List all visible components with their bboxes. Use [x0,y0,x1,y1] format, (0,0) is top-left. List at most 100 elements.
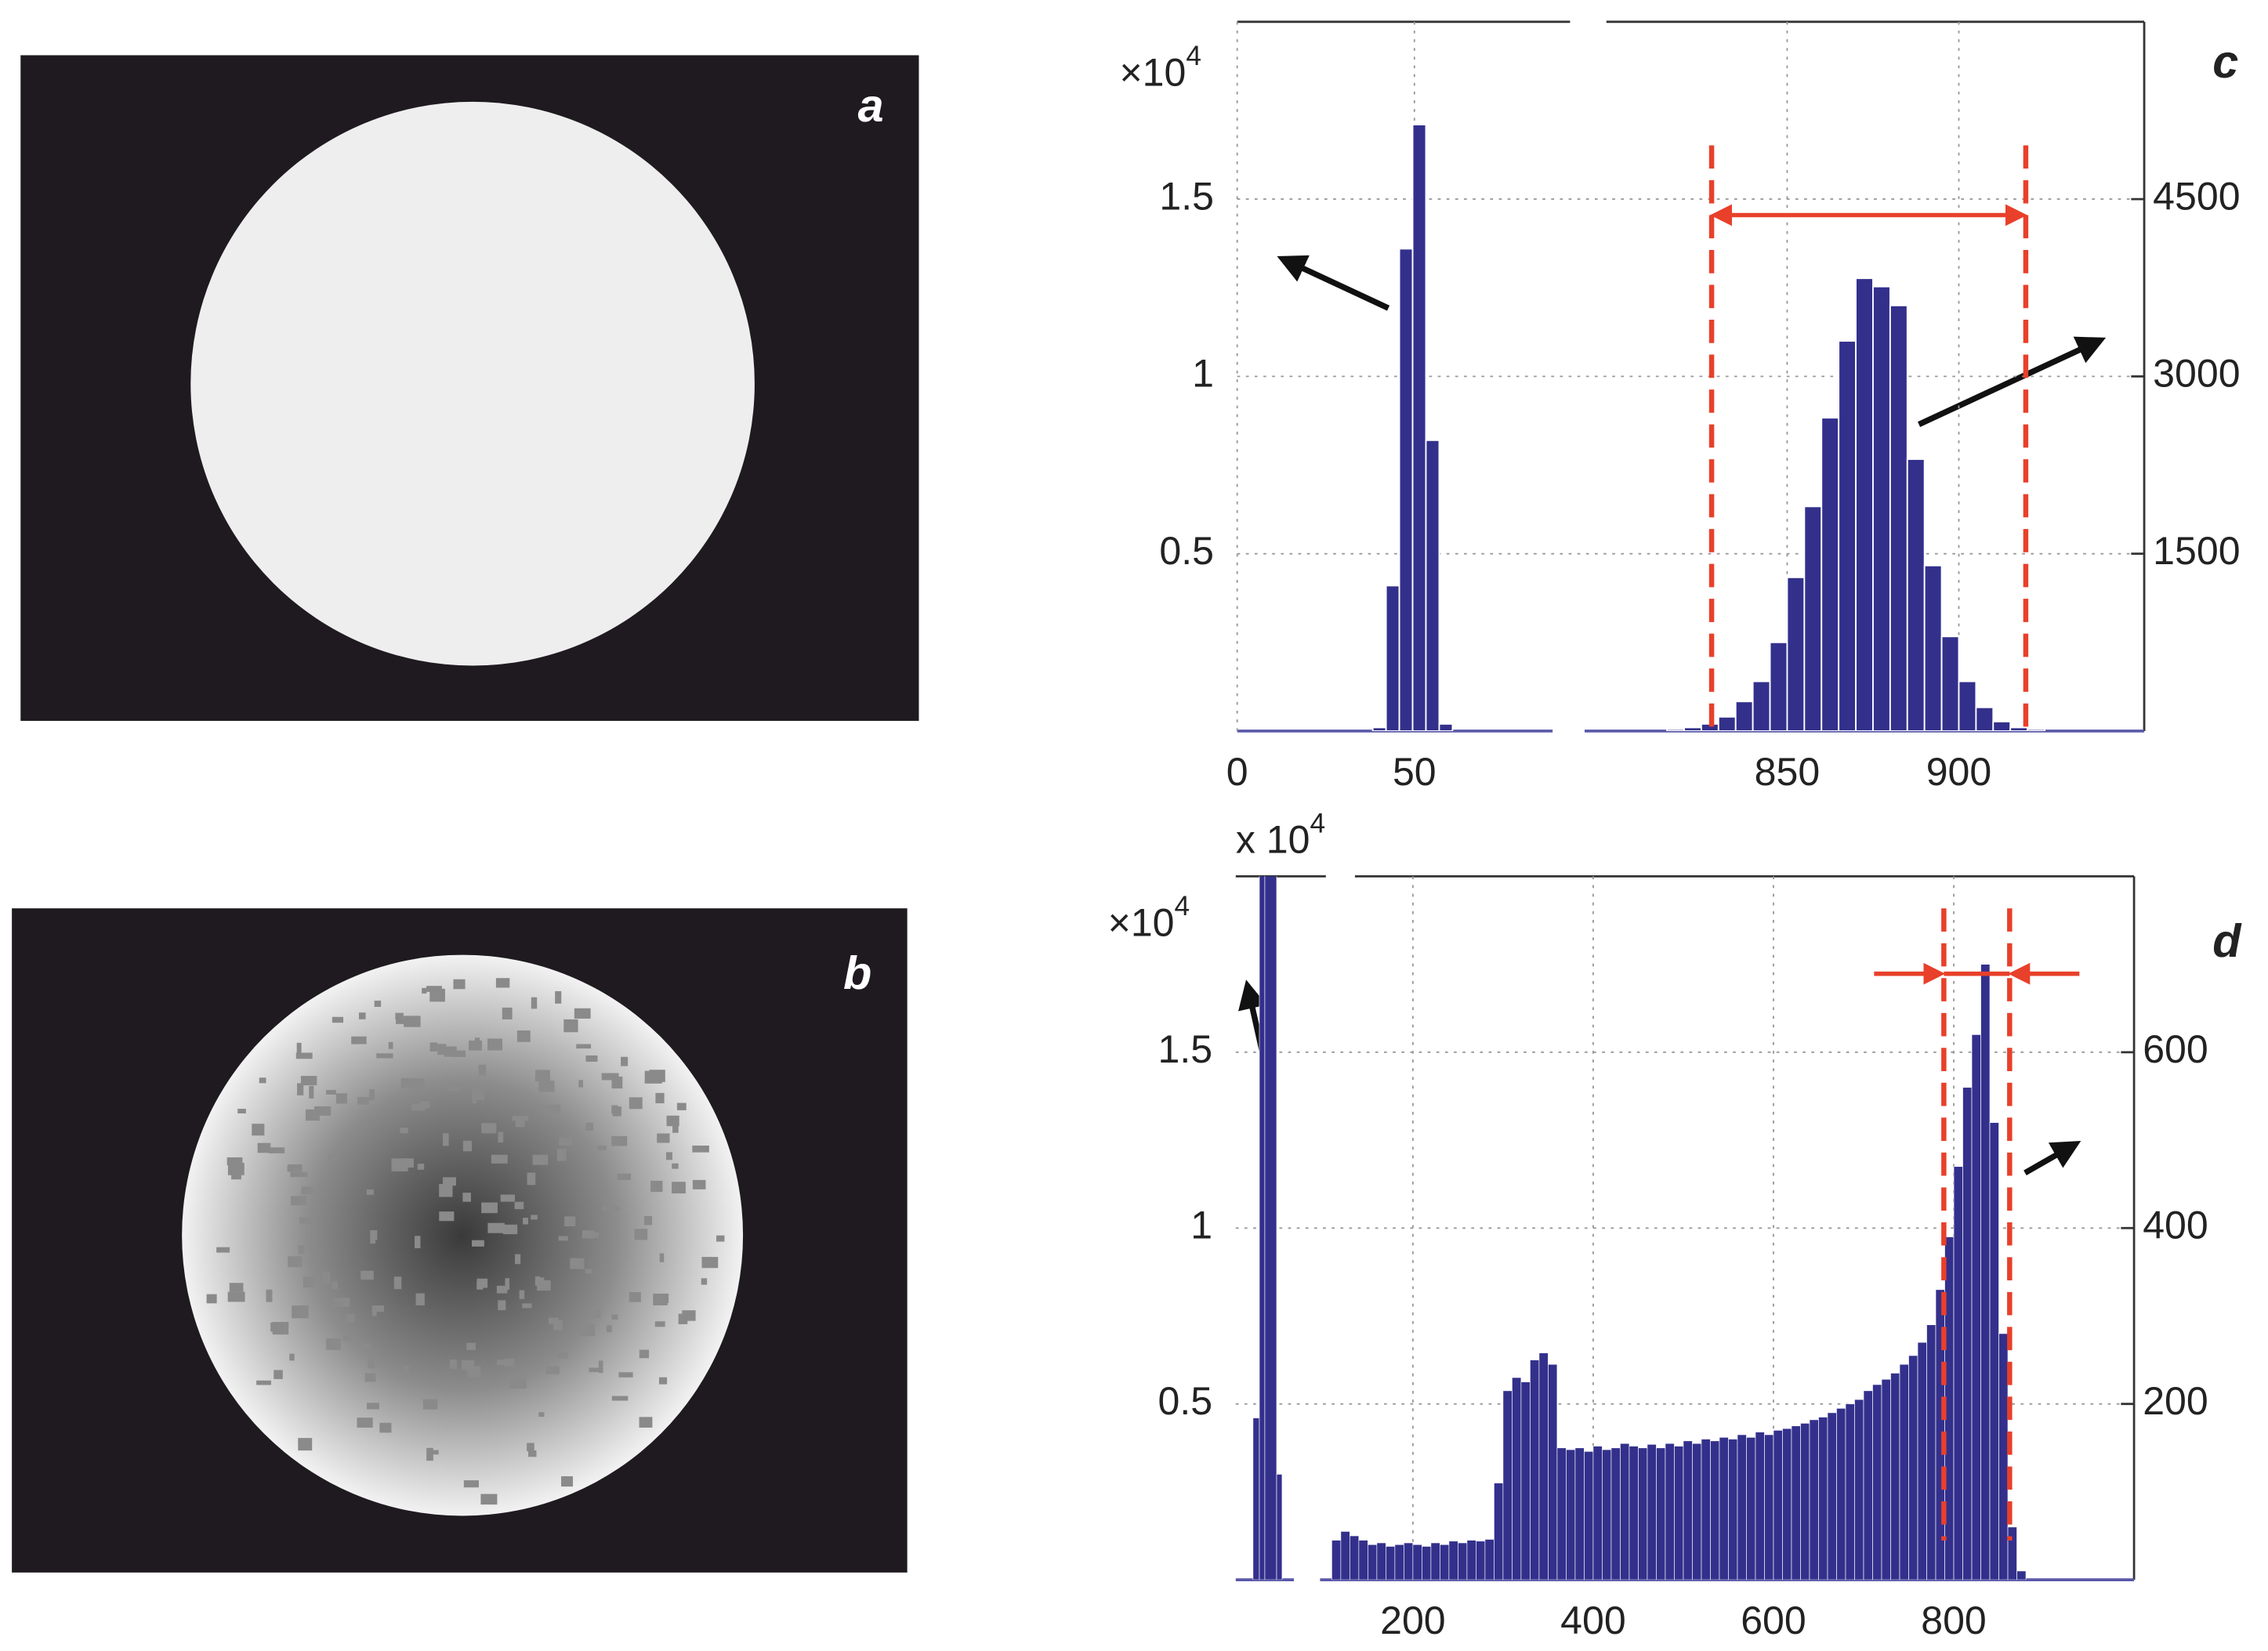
speck [556,1352,568,1359]
speck [617,1173,631,1181]
speck [268,1147,285,1153]
speck [463,1480,479,1488]
speck [672,1163,679,1169]
speck [335,1093,347,1104]
speck [462,1140,473,1152]
x-tick-label: 900 [1926,750,1992,794]
speck [428,1450,439,1455]
specks [206,978,725,1505]
speck [342,1335,353,1341]
y2-tick-label: 200 [2143,1379,2208,1423]
bar [1538,1352,1549,1580]
speck [417,1164,425,1170]
speck [439,1184,453,1197]
bar [1992,720,2012,731]
speck [391,1158,408,1171]
bar [1809,1419,1819,1580]
speck [226,1157,243,1166]
bar [1358,1540,1368,1580]
bar [1629,1446,1639,1580]
speck [538,1081,555,1092]
speck [672,1182,686,1194]
speck [585,1269,592,1274]
bar [1728,1439,1738,1580]
speck [692,1145,709,1153]
bar [1719,1437,1729,1580]
speck [672,1124,679,1133]
speck [346,1314,355,1323]
speck [216,1247,230,1253]
speck [360,1344,371,1349]
speck [419,1101,430,1109]
bar [1548,1363,1558,1580]
speck [611,1105,618,1113]
bar [1764,1434,1774,1580]
bar [1276,1474,1283,1580]
speck [701,1278,708,1285]
speck [606,1325,612,1333]
speck [422,1399,438,1410]
bar [1906,458,1926,731]
speck [272,1322,289,1335]
speck [357,1096,369,1105]
speck [466,1342,476,1350]
bar [1889,304,1908,731]
speck [538,1412,545,1417]
y-scale-exponent: 4 [1175,892,1190,922]
panel-label: b [843,947,871,999]
speck [439,1211,455,1222]
bar [1385,585,1400,731]
speck [395,1012,404,1020]
bar [1683,1440,1693,1580]
bar [1556,1447,1567,1580]
speck [502,1224,518,1235]
speck [447,1083,462,1092]
bar [2007,1526,2017,1580]
bar [1476,1541,1486,1580]
speck [611,1135,628,1146]
speck [519,1290,525,1299]
speck [289,1353,295,1361]
bar [1430,1542,1440,1580]
speck [553,1320,563,1331]
speck [231,1173,241,1180]
bar [1701,1439,1711,1580]
speck [453,979,466,990]
speck [559,1137,573,1146]
bar [1717,715,1737,731]
speck [360,1270,374,1280]
speck [556,1149,567,1161]
speck [368,1358,375,1369]
speck [514,1201,524,1210]
speck [634,1229,648,1240]
bar [1484,1539,1494,1580]
y-scale-label: ×104 [1108,892,1190,945]
speck [388,1041,393,1049]
bar [1331,1540,1342,1580]
speck [290,1171,308,1178]
bar [1854,1399,1864,1580]
arrow [1918,336,2107,427]
speck [515,1254,521,1265]
bar [1923,564,1943,731]
speck [411,1103,426,1111]
speck [563,1019,578,1033]
image-disc [182,954,744,1516]
speck [259,1077,266,1084]
bar [1350,1535,1360,1580]
speck [596,1145,607,1150]
bar [1683,726,1702,731]
bar [1786,576,1806,731]
speck [313,1106,332,1116]
speck [532,1154,549,1165]
bar [1656,1447,1666,1580]
x-tick-label: 400 [1560,1599,1626,1642]
speck [288,1256,303,1268]
speck [415,1236,421,1249]
speck [429,988,445,1002]
bar [2016,1570,2027,1580]
bar [1394,1544,1404,1580]
speck [451,1050,466,1057]
x-tick-label: 50 [1393,750,1437,794]
